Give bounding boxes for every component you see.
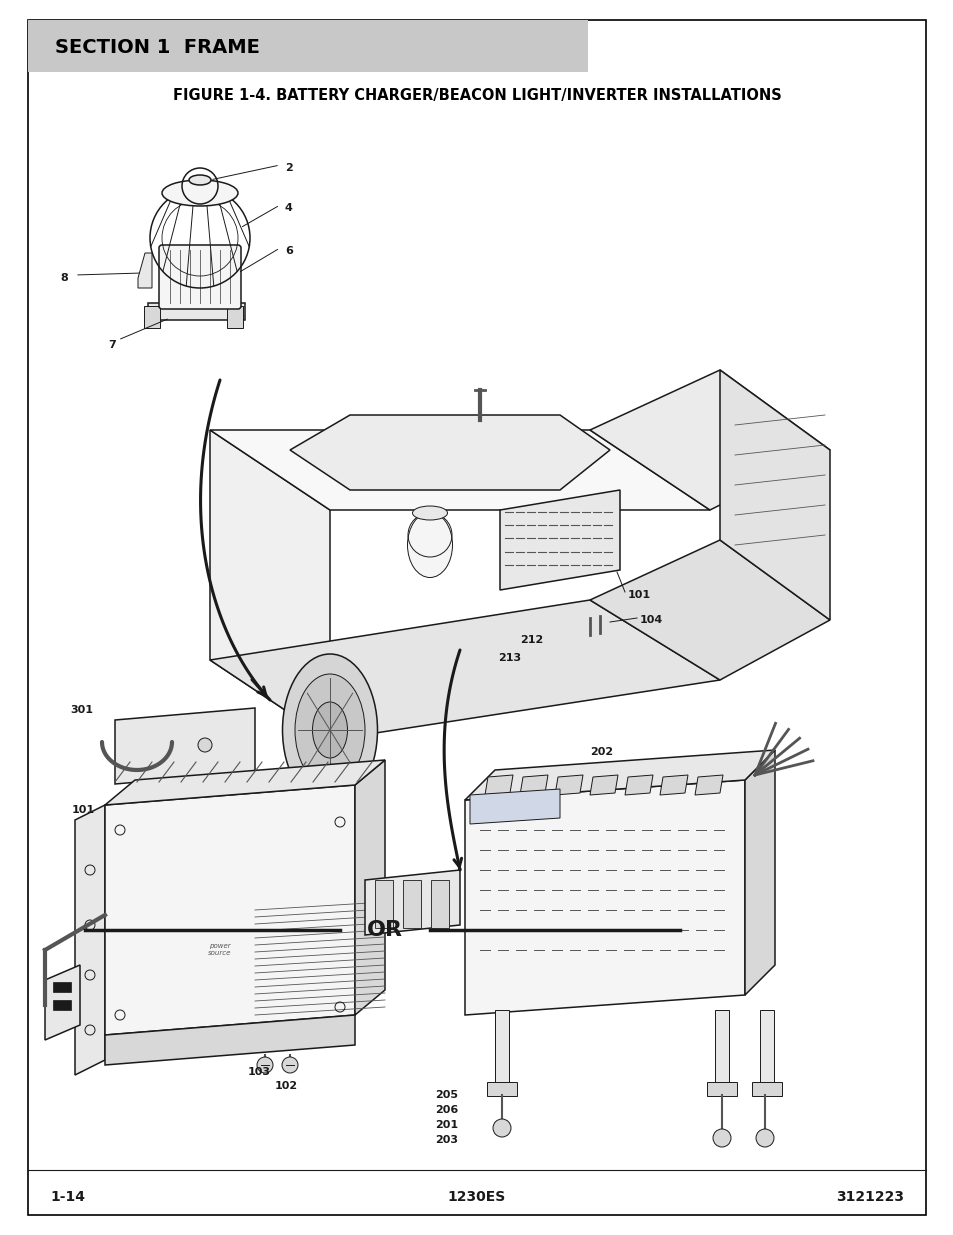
Polygon shape xyxy=(105,785,355,1035)
Bar xyxy=(495,1010,509,1086)
Bar xyxy=(375,881,393,927)
Text: 205: 205 xyxy=(435,1091,457,1100)
Bar xyxy=(751,1082,781,1095)
Text: 4: 4 xyxy=(285,203,293,212)
Polygon shape xyxy=(589,540,829,680)
Text: 104: 104 xyxy=(639,615,662,625)
Ellipse shape xyxy=(282,655,377,806)
Bar xyxy=(431,881,449,927)
Ellipse shape xyxy=(162,180,237,206)
FancyBboxPatch shape xyxy=(159,245,241,309)
Text: power
source: power source xyxy=(208,944,232,956)
Polygon shape xyxy=(210,600,720,740)
Polygon shape xyxy=(555,776,582,795)
Circle shape xyxy=(256,1057,273,1073)
Bar xyxy=(706,1082,737,1095)
Circle shape xyxy=(712,1129,730,1147)
Polygon shape xyxy=(105,1015,355,1065)
Text: 101: 101 xyxy=(627,590,651,600)
Polygon shape xyxy=(589,370,829,510)
Text: 1-14: 1-14 xyxy=(50,1191,85,1204)
Text: 212: 212 xyxy=(519,635,542,645)
Text: FIGURE 1-4. BATTERY CHARGER/BEACON LIGHT/INVERTER INSTALLATIONS: FIGURE 1-4. BATTERY CHARGER/BEACON LIGHT… xyxy=(172,88,781,103)
Polygon shape xyxy=(365,869,459,935)
Polygon shape xyxy=(470,789,559,824)
Polygon shape xyxy=(624,776,652,795)
Text: 213: 213 xyxy=(497,653,520,663)
Polygon shape xyxy=(519,776,547,795)
Bar xyxy=(486,1082,517,1095)
Bar xyxy=(53,982,71,992)
Polygon shape xyxy=(589,776,618,795)
Bar xyxy=(760,1010,773,1086)
Text: 103: 103 xyxy=(248,1067,271,1077)
Bar xyxy=(402,881,420,927)
Ellipse shape xyxy=(407,513,452,578)
Ellipse shape xyxy=(189,175,211,185)
Circle shape xyxy=(282,1057,297,1073)
Polygon shape xyxy=(659,776,687,795)
Ellipse shape xyxy=(412,506,447,520)
Bar xyxy=(53,1000,71,1010)
Polygon shape xyxy=(105,760,385,805)
Ellipse shape xyxy=(294,674,365,785)
Polygon shape xyxy=(695,776,722,795)
Text: 2: 2 xyxy=(285,163,293,173)
Polygon shape xyxy=(148,303,245,320)
Polygon shape xyxy=(290,415,609,490)
Text: 3121223: 3121223 xyxy=(835,1191,903,1204)
Circle shape xyxy=(198,739,212,752)
Text: 6: 6 xyxy=(285,246,293,256)
Circle shape xyxy=(493,1119,511,1137)
Text: 1230ES: 1230ES xyxy=(447,1191,506,1204)
Polygon shape xyxy=(210,430,330,740)
Polygon shape xyxy=(75,805,105,1074)
Text: 101: 101 xyxy=(71,805,95,815)
Text: SECTION 1  FRAME: SECTION 1 FRAME xyxy=(55,37,259,57)
Polygon shape xyxy=(45,965,80,1040)
Polygon shape xyxy=(115,708,254,784)
Circle shape xyxy=(755,1129,773,1147)
Polygon shape xyxy=(499,490,619,590)
Polygon shape xyxy=(720,370,829,620)
Bar xyxy=(144,306,160,329)
Polygon shape xyxy=(744,750,774,995)
Polygon shape xyxy=(138,253,152,288)
Text: 201: 201 xyxy=(435,1120,457,1130)
Text: 202: 202 xyxy=(589,747,613,757)
Text: 203: 203 xyxy=(435,1135,457,1145)
Text: 301: 301 xyxy=(70,705,92,715)
Bar xyxy=(28,20,587,72)
Bar xyxy=(227,306,243,329)
Text: 7: 7 xyxy=(108,340,115,350)
Bar xyxy=(714,1010,728,1086)
Polygon shape xyxy=(464,750,774,800)
Polygon shape xyxy=(355,760,385,1015)
Text: OR: OR xyxy=(367,920,402,940)
Polygon shape xyxy=(484,776,513,795)
Polygon shape xyxy=(210,430,709,510)
Ellipse shape xyxy=(313,701,347,758)
Text: 8: 8 xyxy=(60,273,68,283)
Text: 102: 102 xyxy=(274,1081,297,1091)
Text: 206: 206 xyxy=(435,1105,457,1115)
Polygon shape xyxy=(464,781,744,1015)
